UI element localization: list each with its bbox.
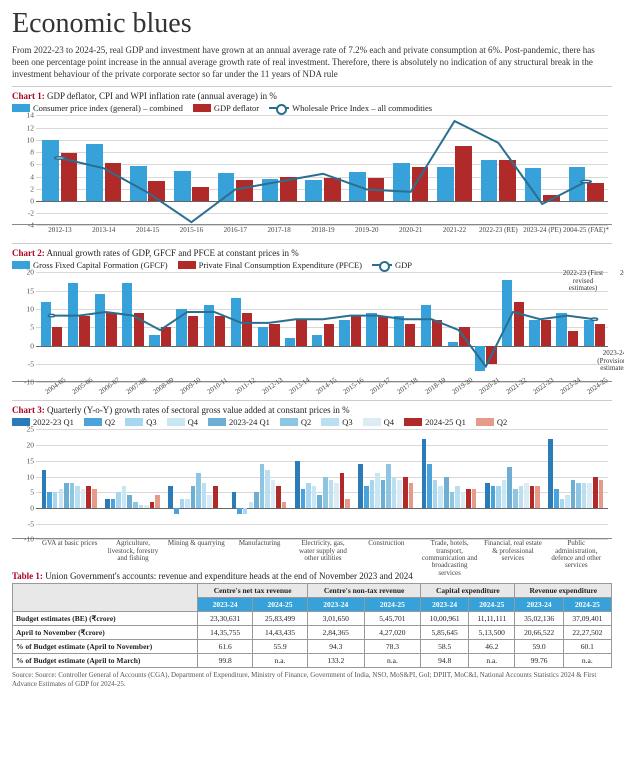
legend-gdp: GDP [395,260,412,270]
table-cell: n.a. [364,654,421,668]
table-cell: 99.8 [198,654,253,668]
table-cell: 3,01,650 [307,612,364,626]
table-col-year: 2023-24 [421,598,469,612]
table-col-group: Centre's non-tax revenue [307,584,420,598]
table-cell: 4,27,020 [364,626,421,640]
table-col-group: Capital expenditure [421,584,515,598]
table-cell: 22,27,502 [563,626,611,640]
table-cell: n.a. [469,654,515,668]
chart1-legend: Consumer price index (general) – combine… [12,103,612,113]
legend-swatch-gdf [193,104,211,112]
table-cell: 23,30,631 [198,612,253,626]
table-cell: 5,85,645 [421,626,469,640]
table-cell: n.a. [563,654,611,668]
table1-heading: Table 1: Union Government's accounts: re… [12,571,612,581]
legend-swatch [280,418,298,426]
legend-line-wpi [269,103,289,113]
table-cell: 58.5 [421,640,469,654]
legend-wpi: Wholesale Price Index – all commodities [292,103,432,113]
table-row-head: April to November (₹crore) [13,626,198,640]
chart3-label: Chart 3: [12,405,45,415]
table-cell: 61.6 [198,640,253,654]
legend-cpi: Consumer price index (general) – combine… [33,103,183,113]
legend-text: Q4 [384,417,394,427]
subhead: From 2022-23 to 2024-25, real GDP and in… [12,44,612,80]
table-cell: 55.9 [253,640,308,654]
legend-swatch-pfce [178,261,196,269]
table-cell: 99.76 [515,654,563,668]
legend-text: 2022-23 Q1 [33,417,74,427]
legend-swatch [404,418,422,426]
legend-swatch [208,418,226,426]
table-col-year: 2024-25 [364,598,421,612]
table-row-head: Budget estimates (BE) (₹crore) [13,612,198,626]
table-row-head: % of Budget estimate (April to March) [13,654,198,668]
table1-title: Union Government's accounts: revenue and… [45,571,413,581]
table-cell: 14,43,435 [253,626,308,640]
table-cell: 25,83,499 [253,612,308,626]
page-title: Economic blues [12,8,612,40]
table-col-year: 2023-24 [515,598,563,612]
legend-text: Q3 [146,417,156,427]
table-cell: 35,02,136 [515,612,563,626]
legend-swatch [167,418,185,426]
chart2-label: Chart 2: [12,248,45,258]
table-col-year: 2024-25 [469,598,515,612]
table-cell: 20,66,522 [515,626,563,640]
legend-swatch [321,418,339,426]
table-cell: 46.2 [469,640,515,654]
table-cell: 59.0 [515,640,563,654]
table-col-year: 2023-24 [307,598,364,612]
table-cell: 60.1 [563,640,611,654]
table-cell: 133.2 [307,654,364,668]
legend-gfcf: Gross Fixed Capital Formation (GFCF) [33,260,168,270]
legend-pfce: Private Final Consumption Expenditure (P… [199,260,362,270]
table-cell: 37,09,401 [563,612,611,626]
chart3: Chart 3: Quarterly (Y-o-Y) growth rates … [12,400,612,563]
table-cell: 10,00,961 [421,612,469,626]
chart1-label: Chart 1: [12,91,45,101]
chart3-title: Quarterly (Y-o-Y) growth rates of sector… [47,405,350,415]
legend-text: 2024-25 Q1 [425,417,466,427]
table-cell: 5,13,500 [469,626,515,640]
table-cell: 5,45,701 [364,612,421,626]
source-line: Source: Source: Controller General of Ac… [12,671,612,688]
table-cell: 2,84,365 [307,626,364,640]
legend-text: Q4 [188,417,198,427]
legend-swatch [363,418,381,426]
table-row-head: % of Budget estimate (April to November) [13,640,198,654]
legend-text: Q2 [301,417,311,427]
legend-line-gdp [372,260,392,270]
chart2: Chart 2: Annual growth rates of GDP, GFC… [12,243,612,396]
table-cell: 14,35,755 [198,626,253,640]
table-col-group: Centre's net tax revenue [198,584,308,598]
legend-text: 2023-24 Q1 [229,417,270,427]
table-cell: 94.3 [307,640,364,654]
chart2-legend: Gross Fixed Capital Formation (GFCF) Pri… [12,260,612,270]
table-cell: 94.8 [421,654,469,668]
chart2-title: Annual growth rates of GDP, GFCF and PFC… [47,248,299,258]
chart2-canvas: -10-5051015202004-052005-062006-072007-0… [12,272,612,382]
table-cell: 78.3 [364,640,421,654]
legend-text: Q2 [497,417,507,427]
chart1: Chart 1: GDP deflator, CPI and WPI infla… [12,86,612,239]
table-col-year: 2024-25 [253,598,308,612]
legend-text: Q2 [105,417,115,427]
table1: Centre's net tax revenueCentre's non-tax… [12,583,612,668]
table1-label: Table 1: [12,571,43,581]
chart1-canvas: -4-2024681012142012-132013-142014-152015… [12,115,612,225]
legend-text: Q3 [342,417,352,427]
table-col-year: 2023-24 [198,598,253,612]
table-col-year: 2024-25 [563,598,611,612]
legend-swatch [125,418,143,426]
legend-swatch [84,418,102,426]
table-col-group: Revenue expenditure [515,584,612,598]
chart3-legend: 2022-23 Q1 Q2 Q3 Q4 2023-24 Q1 Q2 Q3 Q4 2024-25 … [12,417,612,427]
chart3-canvas: -10-50510152025GVA at basic pricesAgricu… [12,429,612,539]
table-cell: n.a. [253,654,308,668]
chart1-title: GDP deflator, CPI and WPI inflation rate… [47,91,277,101]
legend-swatch [476,418,494,426]
legend-gdf: GDP deflator [214,103,259,113]
table-cell: 11,11,111 [469,612,515,626]
